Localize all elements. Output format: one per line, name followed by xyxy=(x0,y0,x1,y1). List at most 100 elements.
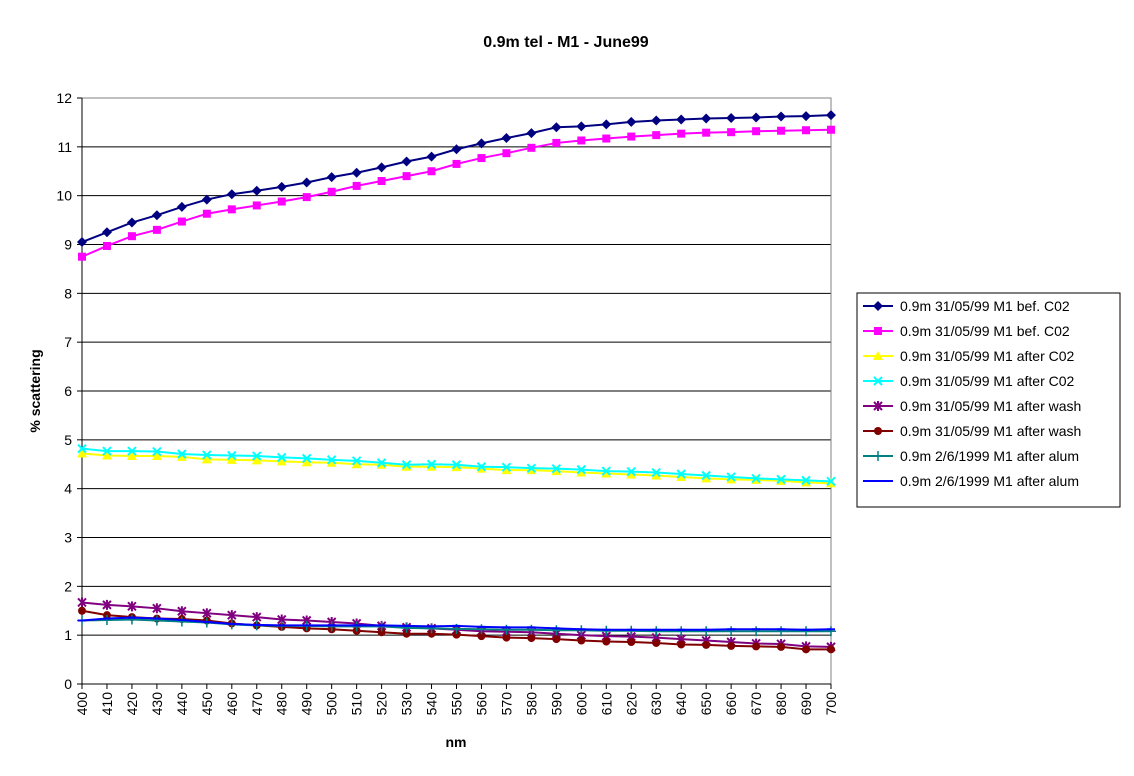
legend-label: 0.9m 31/05/99 M1 after C02 xyxy=(900,348,1075,364)
legend-item: 0.9m 31/05/99 M1 after wash xyxy=(863,398,1081,414)
legend-item: 0.9m 31/05/99 M1 bef. C02 xyxy=(863,298,1070,314)
x-tick-label: 700 xyxy=(823,692,839,716)
data-point-x xyxy=(277,452,287,463)
data-point-star xyxy=(77,597,87,608)
data-point-square xyxy=(427,167,436,176)
data-point-plus xyxy=(101,615,112,626)
data-point-x xyxy=(701,470,711,481)
y-tick-label: 6 xyxy=(64,383,72,399)
data-point-diamond xyxy=(251,185,262,196)
legend-item: 0.9m 31/05/99 M1 after C02 xyxy=(863,348,1075,364)
data-point-circle xyxy=(502,633,511,642)
data-point-diamond xyxy=(601,119,612,130)
legend-item: 0.9m 31/05/99 M1 bef. C02 xyxy=(863,323,1070,339)
data-point-diamond xyxy=(751,112,762,123)
data-point-circle xyxy=(727,641,736,650)
x-tick-label: 420 xyxy=(124,692,140,716)
data-point-square xyxy=(102,241,111,250)
data-point-circle xyxy=(577,636,586,645)
data-point-diamond xyxy=(873,301,883,311)
data-point-triangle xyxy=(501,465,512,475)
x-tick-label: 550 xyxy=(449,692,465,716)
legend-label: 0.9m 31/05/99 M1 bef. C02 xyxy=(900,323,1070,339)
data-point-square xyxy=(502,149,511,158)
data-point-square xyxy=(702,128,711,137)
data-point-plus xyxy=(651,626,662,637)
data-point-diamond xyxy=(301,177,312,188)
data-point-x xyxy=(776,474,786,485)
series-4 xyxy=(77,443,836,487)
data-point-x xyxy=(376,458,387,468)
data-point-plus xyxy=(676,626,687,637)
data-point-diamond xyxy=(501,133,512,144)
data-point-diamond xyxy=(776,111,787,122)
x-tick-label: 540 xyxy=(424,692,440,716)
data-point-circle xyxy=(827,645,835,654)
data-point-triangle xyxy=(201,454,212,464)
data-point-diamond xyxy=(351,167,362,178)
data-point-square xyxy=(677,129,686,138)
x-tick-label: 620 xyxy=(623,692,639,716)
x-tick-label: 500 xyxy=(324,692,340,716)
x-tick-label: 400 xyxy=(74,692,90,716)
data-point-x xyxy=(751,473,761,484)
data-point-square xyxy=(577,136,586,145)
data-point-square xyxy=(452,159,461,168)
data-point-plus xyxy=(126,614,137,625)
data-point-triangle xyxy=(101,450,112,460)
data-point-plus xyxy=(826,626,836,637)
data-point-diamond xyxy=(176,201,187,212)
data-point-square xyxy=(752,127,761,136)
series-2 xyxy=(78,125,835,261)
data-point-circle xyxy=(602,637,611,646)
data-point-circle xyxy=(677,640,686,649)
x-tick-label: 470 xyxy=(249,692,265,716)
y-tick-label: 7 xyxy=(64,334,72,350)
data-point-square xyxy=(377,177,386,186)
data-point-diamond xyxy=(701,113,712,124)
x-tick-label: 680 xyxy=(773,692,789,716)
data-point-x xyxy=(301,453,312,464)
data-point-x xyxy=(676,469,686,479)
legend-box xyxy=(856,292,1121,508)
data-point-x xyxy=(873,376,883,386)
data-point-x xyxy=(202,450,212,460)
legend-label: 0.9m 31/05/99 M1 after C02 xyxy=(900,373,1075,389)
data-point-circle xyxy=(627,638,636,647)
data-point-square xyxy=(227,205,236,214)
data-point-star xyxy=(227,610,237,621)
data-point-plus xyxy=(151,615,162,626)
y-tick-label: 11 xyxy=(57,139,72,155)
legend-item: 0.9m 2/6/1999 M1 after alum xyxy=(863,448,1079,464)
data-point-circle xyxy=(527,634,536,643)
y-tick-label: 4 xyxy=(64,481,72,497)
data-point-plus xyxy=(726,626,737,637)
data-point-plus xyxy=(426,623,437,634)
data-point-x xyxy=(127,446,137,456)
data-point-circle xyxy=(652,638,661,647)
data-point-plus xyxy=(701,626,712,637)
y-tick-label: 0 xyxy=(64,676,72,692)
series-layer xyxy=(77,110,836,654)
data-point-square xyxy=(152,225,161,234)
data-point-plus xyxy=(551,625,562,636)
data-point-x xyxy=(426,459,437,469)
y-tick-label: 1 xyxy=(64,627,72,643)
data-point-triangle xyxy=(676,471,687,481)
data-point-diamond xyxy=(226,189,237,200)
data-point-diamond xyxy=(651,115,662,126)
data-point-triangle xyxy=(701,473,712,483)
data-point-square xyxy=(402,172,411,181)
data-point-triangle xyxy=(576,467,587,477)
data-point-diamond xyxy=(426,151,437,162)
data-point-square xyxy=(327,187,336,196)
data-point-triangle xyxy=(226,454,237,464)
data-point-triangle xyxy=(126,450,137,460)
x-tick-label: 630 xyxy=(648,692,664,716)
data-point-square xyxy=(527,143,536,152)
x-tick-label: 670 xyxy=(748,692,764,716)
data-point-square xyxy=(827,125,835,134)
data-point-x xyxy=(801,475,811,486)
data-point-triangle xyxy=(873,351,883,360)
data-point-triangle xyxy=(451,462,462,472)
